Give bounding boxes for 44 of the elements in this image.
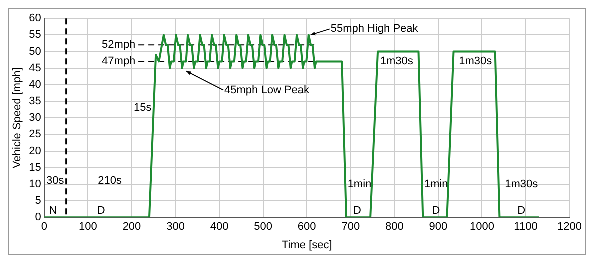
x-tick-label: 1000 xyxy=(470,221,494,234)
x-tick-label: 200 xyxy=(122,221,142,234)
x-axis-title: Time [sec] xyxy=(282,239,332,252)
y-tick-label: 55 xyxy=(29,29,42,42)
annotation: N xyxy=(49,205,58,217)
y-tick-label: 15 xyxy=(29,162,42,174)
y-tick-label: 10 xyxy=(29,178,42,190)
annotation: 47mph xyxy=(102,56,136,68)
annotation: 52mph xyxy=(102,39,136,52)
x-tick-label: 400 xyxy=(210,221,229,234)
annotation: D xyxy=(97,205,106,217)
y-tick-label: 50 xyxy=(29,46,42,58)
y-tick-label: 0 xyxy=(35,212,42,224)
y-tick-label: 5 xyxy=(35,195,42,208)
y-tick-label: 20 xyxy=(29,145,42,158)
annotation: D xyxy=(518,205,526,217)
y-tick-label: 60 xyxy=(29,12,42,25)
x-tick-label: 1100 xyxy=(514,221,538,234)
annotation: D xyxy=(353,205,362,217)
annotation: 1m30s xyxy=(380,56,414,68)
annotation: 210s xyxy=(98,175,123,188)
annotation: 30s xyxy=(46,175,65,188)
x-tick-label: 500 xyxy=(254,221,272,234)
y-tick-label: 25 xyxy=(29,128,42,141)
annotation: 15s xyxy=(134,102,152,114)
x-tick-label: 800 xyxy=(385,221,404,234)
x-tick-label: 700 xyxy=(342,221,360,234)
x-tick-label: 900 xyxy=(429,221,448,234)
y-axis-title: Vehicle Speed [mph] xyxy=(12,68,24,169)
x-tick-label: 600 xyxy=(298,221,316,234)
x-tick-label: 100 xyxy=(79,221,98,234)
y-tick-label: 30 xyxy=(29,112,42,124)
annotation: 45mph Low Peak xyxy=(224,84,310,96)
annotation: 1min xyxy=(348,178,372,190)
annotation: 55mph High Peak xyxy=(330,23,419,36)
annotation: 1m30s xyxy=(459,56,493,68)
annotation: 1min xyxy=(424,178,448,190)
y-tick-label: 35 xyxy=(29,96,42,108)
annotation: D xyxy=(432,205,440,217)
x-tick-label: 1200 xyxy=(558,221,582,234)
y-tick-label: 40 xyxy=(29,78,42,91)
annotation: 1m30s xyxy=(505,178,539,190)
x-tick-label: 300 xyxy=(166,221,185,234)
y-tick-label: 45 xyxy=(29,62,42,74)
